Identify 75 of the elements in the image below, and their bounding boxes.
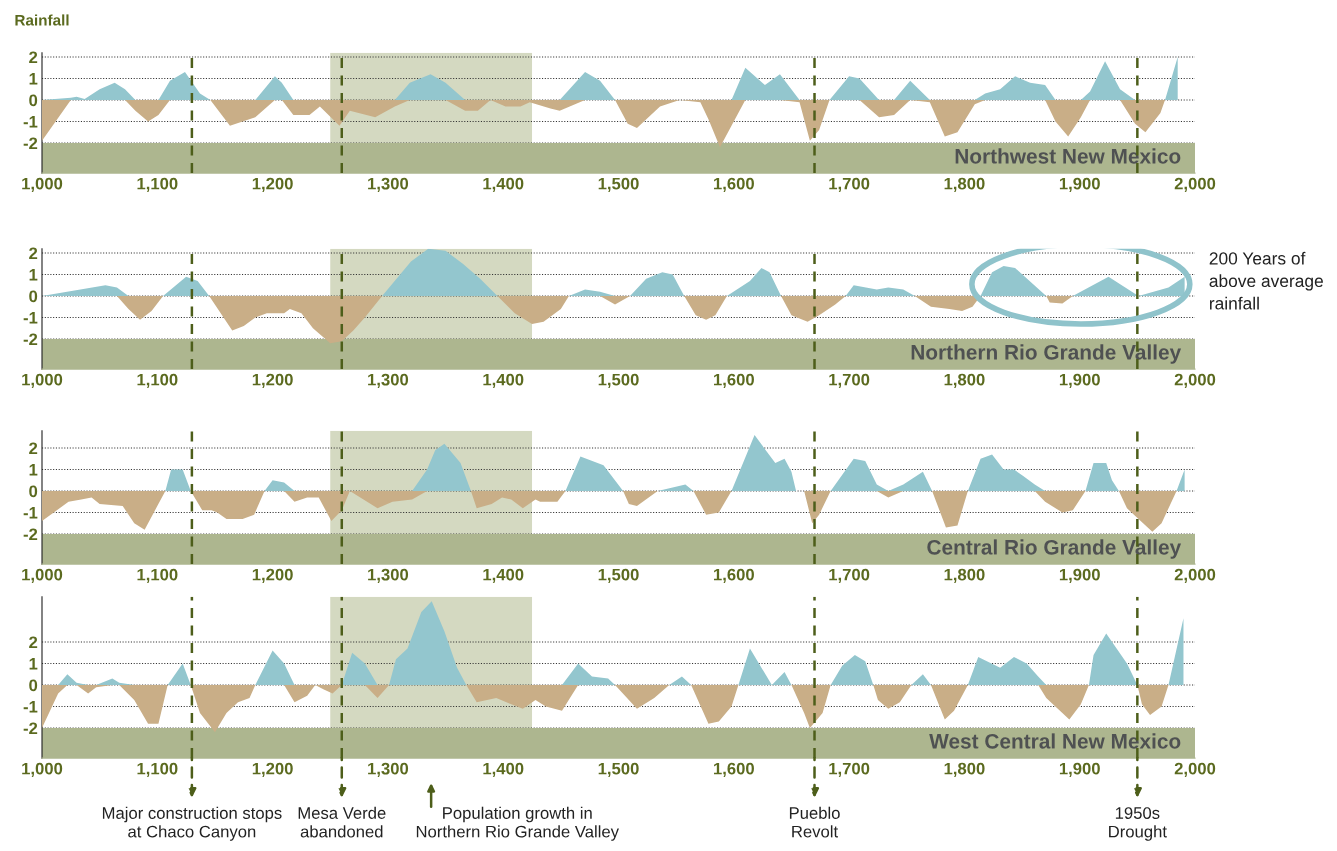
x-tick-label: 1,300 xyxy=(368,568,409,583)
y-tick-label: 0 xyxy=(29,679,38,692)
y-tick-label: -2 xyxy=(23,333,38,346)
x-tick-label: 2,000 xyxy=(1174,373,1216,388)
y-tick-label: 1 xyxy=(29,73,38,85)
x-tick-label: 1,800 xyxy=(944,568,985,583)
x-tick-label: 1,500 xyxy=(598,373,639,388)
y-tick-label: 2 xyxy=(29,442,38,455)
x-tick-label: 1,600 xyxy=(714,177,754,192)
y-tick-label: 2 xyxy=(29,636,38,649)
x-tick-label: 1,700 xyxy=(829,568,870,583)
x-tick-label: 2,000 xyxy=(1174,762,1216,777)
x-tick-label: 1,200 xyxy=(252,762,293,777)
y-tick-label: -2 xyxy=(23,137,38,150)
x-tick-label: 1,300 xyxy=(368,177,409,192)
y-tick-label: 0 xyxy=(29,290,38,303)
x-tick-label: 1,100 xyxy=(137,568,178,583)
ref-line-label: Mesa Verde abandoned xyxy=(298,806,386,838)
x-tick-label: 2,000 xyxy=(1174,568,1216,583)
x-tick-label: 1,500 xyxy=(598,762,639,777)
x-tick-label: 1,100 xyxy=(137,373,178,388)
y-tick-label: 2 xyxy=(29,247,38,260)
band-label: Central Rio Grande Valley xyxy=(927,539,1182,559)
x-tick-label: 1,700 xyxy=(829,762,870,777)
x-tick-label: 1,200 xyxy=(252,568,293,583)
x-tick-label: 1,900 xyxy=(1059,762,1100,777)
x-tick-label: 1,100 xyxy=(137,177,178,192)
x-tick-label: 1,000 xyxy=(22,568,63,583)
x-tick-label: 1,200 xyxy=(252,373,293,388)
text: Population growth in Northern Rio Grande Valley xyxy=(416,806,619,841)
y-tick-label: 1 xyxy=(29,269,38,281)
x-tick-label: 1,000 xyxy=(22,373,63,388)
x-tick-label: 1,100 xyxy=(137,762,178,777)
x-tick-label: 1,600 xyxy=(714,373,754,388)
y-tick-label: 1 xyxy=(29,658,38,670)
band-label: Northern Rio Grande Valley xyxy=(911,344,1182,364)
y-tick-label: -1 xyxy=(23,312,38,324)
y-tick-label: 2 xyxy=(29,51,38,64)
ref-line-label: 1950s Drought xyxy=(1109,807,1167,841)
y-tick-label: -1 xyxy=(23,507,38,519)
y-tick-label: 1 xyxy=(29,464,38,476)
x-tick-label: 1,900 xyxy=(1059,568,1100,583)
x-tick-label: 1,400 xyxy=(483,177,524,192)
band-label: West Central New Mexico xyxy=(929,733,1181,749)
text: 200 Years of above average rainfall xyxy=(1209,251,1323,310)
x-tick-label: 1,700 xyxy=(829,373,870,388)
ref-line-label: Major construction stops at Chaco Canyon xyxy=(102,806,282,841)
x-tick-label: 1,700 xyxy=(829,177,870,192)
x-tick-label: 1,200 xyxy=(252,177,293,192)
y-tick-label: 0 xyxy=(29,94,38,107)
x-tick-label: 1,000 xyxy=(22,762,63,777)
x-tick-label: 1,500 xyxy=(598,177,639,192)
x-tick-label: 1,000 xyxy=(22,177,63,192)
x-tick-label: 1,800 xyxy=(944,177,985,192)
y-tick-label: -2 xyxy=(23,722,38,735)
x-tick-label: 1,400 xyxy=(483,762,524,777)
y-tick-label: -2 xyxy=(23,528,38,541)
y-tick-label: 0 xyxy=(29,485,38,498)
band-label: Northwest New Mexico xyxy=(955,148,1181,164)
x-tick-label: 1,300 xyxy=(368,373,409,388)
x-tick-label: 1,600 xyxy=(714,762,754,777)
y-axis-title: Rainfall xyxy=(15,14,69,26)
x-tick-label: 1,900 xyxy=(1059,177,1100,192)
x-tick-label: 1,500 xyxy=(598,568,639,583)
x-tick-label: 1,800 xyxy=(944,762,985,777)
x-tick-label: 1,300 xyxy=(368,762,409,777)
x-tick-label: 1,400 xyxy=(483,568,524,583)
x-tick-label: 1,400 xyxy=(483,373,524,388)
x-tick-label: 1,800 xyxy=(944,373,985,388)
x-tick-label: 2,000 xyxy=(1174,177,1216,192)
ref-line-label: Pueblo Revolt xyxy=(789,806,840,838)
x-tick-label: 1,600 xyxy=(714,568,754,583)
y-tick-label: -1 xyxy=(23,701,38,713)
y-tick-label: -1 xyxy=(23,116,38,128)
x-tick-label: 1,900 xyxy=(1059,373,1100,388)
